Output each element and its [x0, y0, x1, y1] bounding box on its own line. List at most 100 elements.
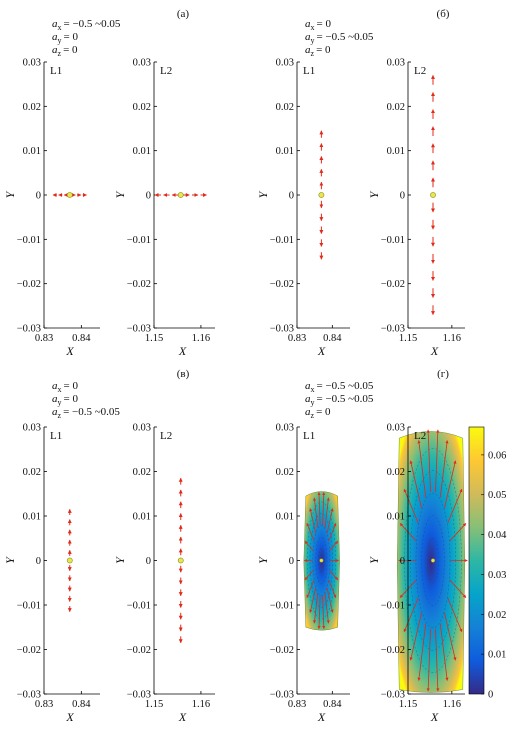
equilibrium-point [66, 192, 73, 198]
y-axis-label: Y [256, 556, 270, 564]
field-arrow [322, 596, 326, 630]
y-tick-label: 0.01 [133, 146, 151, 157]
subplot-l2: 0.03 0.02 0.01 0 −0.01 −0.02 −0.031.15 1.16 X Y L2 [367, 423, 468, 724]
x-tick-label: 0.83 [288, 333, 306, 344]
condition-line: ax = 0 [52, 380, 78, 394]
x-tick-label: 1.15 [399, 699, 417, 710]
x-tick-label: 1.16 [443, 333, 461, 344]
field-arrow [447, 488, 463, 524]
condition-line: ay = 0 [52, 393, 78, 407]
field-arrow [328, 579, 337, 599]
y-tick-label: 0.03 [276, 423, 294, 434]
y-tick-label: −0.01 [127, 601, 151, 612]
y-tick-label: −0.01 [17, 235, 41, 246]
y-tick-label: −0.02 [270, 645, 294, 656]
y-tick-label: 0.01 [133, 512, 151, 523]
y-tick-label: −0.02 [17, 279, 41, 290]
field-arrow [312, 497, 319, 528]
contour-line [315, 536, 328, 585]
x-tick-label: 1.16 [192, 333, 210, 344]
x-tick-label: 0.84 [323, 333, 342, 344]
field-arrow [306, 522, 315, 542]
equilibrium-point [430, 192, 436, 198]
y-tick-label: 0.02 [23, 102, 41, 113]
x-axis-label: X [65, 344, 74, 358]
field-arrow [403, 597, 419, 633]
colorbar-gradient [468, 426, 485, 695]
field-arrow [309, 508, 317, 534]
y-tick-label: −0.03 [17, 324, 41, 335]
field-arrow [447, 597, 463, 633]
y-tick-label: 0.02 [23, 467, 41, 478]
x-tick-label: 1.15 [399, 333, 417, 344]
y-tick-label: 0 [400, 556, 405, 567]
y-tick-label: 0.01 [387, 146, 405, 157]
panel-letter: (а) [177, 8, 190, 20]
x-axis-label: X [430, 344, 439, 358]
y-axis-label: Y [113, 556, 127, 564]
x-axis-label: X [317, 344, 326, 358]
y-tick-label: −0.02 [381, 279, 405, 290]
y-tick-label: 0.01 [276, 146, 294, 157]
x-tick-label: 0.83 [288, 699, 306, 710]
y-tick-label: 0.01 [276, 512, 294, 523]
subplot-l1: 0.03 0.02 0.01 0 −0.01 −0.02 −0.030.83 0.84X Y L1 [256, 58, 350, 358]
condition-line: ay = 0 [52, 31, 78, 45]
y-tick-label: 0.02 [276, 102, 294, 113]
y-tick-label: 0 [400, 191, 405, 202]
x-axis-label: X [317, 710, 326, 724]
field-arrow [449, 523, 467, 542]
x-axis-label: X [178, 710, 187, 724]
condition-line: az = −0.5 ~0.05 [52, 406, 120, 420]
field-arrow [444, 612, 457, 661]
y-tick-label: 0.03 [276, 58, 294, 69]
y-tick-label: −0.02 [270, 279, 294, 290]
contour-line [318, 548, 325, 573]
y-tick-label: 0.02 [133, 102, 151, 113]
y-tick-label: −0.03 [127, 690, 151, 701]
y-tick-label: −0.01 [127, 235, 151, 246]
colorbar-tick-label: 0.05 [488, 490, 506, 501]
panel-letter: (г) [437, 368, 449, 380]
equilibrium-point [430, 558, 436, 563]
y-tick-label: −0.02 [127, 279, 151, 290]
y-tick-label: 0.01 [23, 146, 41, 157]
colorbar-tick-label: 0.06 [488, 450, 506, 461]
y-axis-label: Y [3, 190, 17, 198]
subplot-l1: 0.03 0.02 0.01 0 −0.01 −0.02 −0.030.83 0.84X Y L1 [3, 423, 100, 724]
field-arrow [312, 593, 319, 624]
field-arrow [439, 440, 449, 498]
panel-letter: (в) [177, 368, 190, 380]
field-arrow [328, 522, 337, 542]
panel-annotation: (в) ax = 0ay = 0az = −0.5 ~0.05 [52, 368, 190, 420]
x-tick-label: 1.16 [192, 699, 210, 710]
x-axis-label: X [65, 710, 74, 724]
vector-field [303, 491, 339, 630]
y-tick-label: 0.02 [133, 467, 151, 478]
field-arrow [324, 497, 330, 528]
x-axis-label: X [178, 344, 187, 358]
condition-line: az = 0 [305, 44, 331, 58]
y-axis-label: Y [113, 190, 127, 198]
y-tick-label: −0.01 [270, 601, 294, 612]
y-axis-label: Y [367, 190, 381, 198]
y-axis-label: Y [3, 556, 17, 564]
y-tick-label: 0 [146, 556, 151, 567]
subplot-label: L2 [414, 65, 426, 77]
subplot-label: L1 [303, 65, 315, 77]
field-arrow [409, 612, 422, 661]
y-tick-label: −0.03 [270, 324, 294, 335]
subplot-l2: 0.03 0.02 0.01 0 −0.01 −0.02 −0.031.15 1.16 X Y L2 [367, 58, 465, 358]
field-arrow [329, 540, 339, 551]
field-arrow [426, 429, 431, 493]
subplot-l2: 0.03 0.02 0.01 0 −0.01 −0.02 −0.031.15 1.16 X Y L2 [113, 423, 215, 724]
field-arrow [417, 623, 427, 681]
field-arrow [326, 587, 334, 613]
y-tick-label: 0.03 [23, 423, 41, 434]
condition-line: ax = −0.5 ~0.05 [305, 380, 374, 394]
colorbar-tick-label: 0.02 [488, 610, 506, 621]
field-arrow [306, 579, 315, 599]
equilibrium-point [177, 557, 184, 564]
